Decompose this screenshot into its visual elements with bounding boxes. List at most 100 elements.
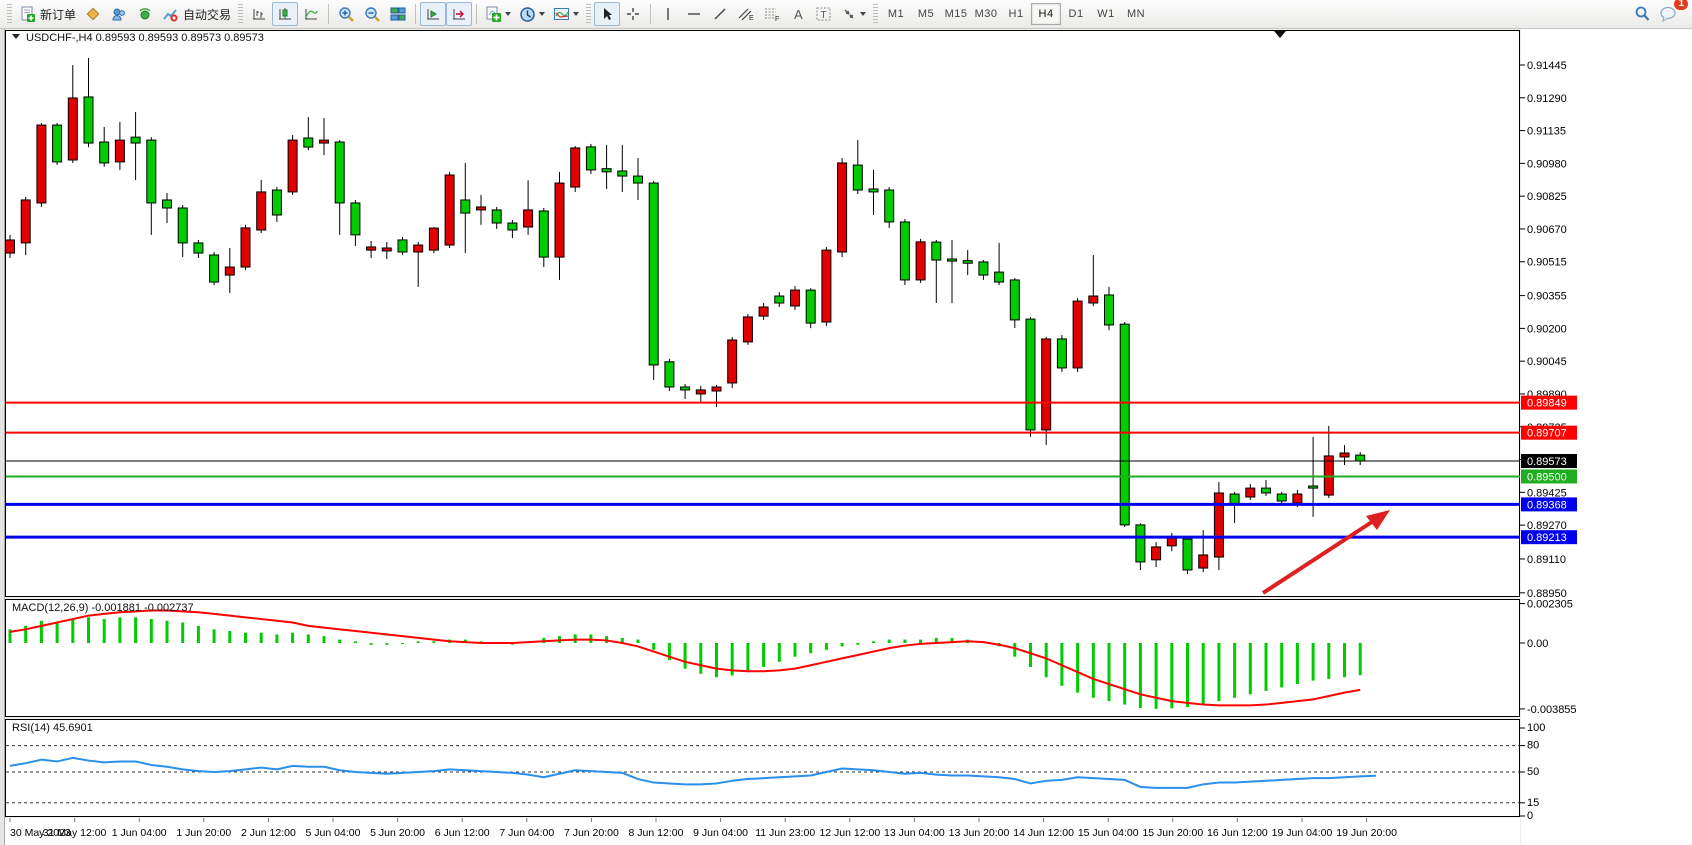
time-tick-label: 12 Jun 12:00 [819,827,880,839]
horizontal-line-button[interactable] [681,2,707,26]
macd-histogram-bar [887,639,891,643]
candlestick-chart-button[interactable] [272,2,299,26]
timeframe-H1[interactable]: H1 [1008,8,1024,20]
templates-button[interactable] [549,2,583,26]
macd-histogram-bar [1343,643,1346,678]
macd-histogram-bar [652,643,656,650]
new-order-button[interactable]: 新订单 [15,2,80,26]
data-window-button[interactable] [106,2,132,26]
trend-arrow-annotation[interactable] [1261,516,1380,595]
chart-title: USDCHF-,H4 0.89593 0.89593 0.89573 0.895… [26,32,264,44]
equidistant-channel-button[interactable]: E [733,2,759,26]
cursor-button[interactable] [594,2,621,26]
toolbar-grip[interactable] [7,4,12,24]
timeframe-M5[interactable]: M5 [917,8,935,20]
candle-down [1308,485,1319,489]
arrows-button[interactable] [837,2,870,26]
zoom-out-button[interactable] [359,2,385,26]
line-chart-button[interactable] [298,2,324,26]
timeframe-W1[interactable]: W1 [1097,8,1115,20]
navigator-icon [139,8,151,20]
text-label-button[interactable]: T [811,2,837,26]
equidistant-channel-icon: E [738,8,754,22]
candle-up [240,227,251,268]
rsi-tick-label: 0 [1527,810,1533,822]
vertical-line-button[interactable] [655,2,681,26]
arrows-icon [844,9,854,19]
candle-down [1182,538,1193,571]
price-chip [1521,530,1577,545]
candle-up [1041,338,1052,431]
candle-down [1261,487,1271,494]
candle-up [695,389,706,395]
toolbar-grip[interactable] [586,4,592,24]
candle-down [177,207,188,244]
text-button[interactable]: A [785,2,811,26]
macd-histogram-bar [1295,643,1299,685]
macd-histogram-bar [259,632,263,643]
rsi-tick-label: 50 [1527,766,1539,778]
candlestick-chart-icon [279,8,292,20]
autotrading-button[interactable]: 自动交易 [158,2,235,26]
zoom-in-icon [338,6,354,22]
toolbar-grip[interactable] [238,4,244,24]
market-watch-button[interactable] [80,2,106,26]
periods-button[interactable] [515,2,549,26]
timeframe-H4[interactable]: H4 [1031,3,1062,25]
macd-histogram-bar [856,643,860,645]
symbol-dropdown-icon[interactable] [12,34,20,39]
price-tick-label: 0.89425 [1527,487,1567,499]
time-tick-label: 1 Jun 20:00 [176,827,231,839]
macd-histogram-bar [228,631,232,643]
time-axis-area[interactable] [0,818,1520,845]
trend-arrow-head[interactable] [1366,510,1390,530]
chart-shift-marker[interactable] [1274,31,1286,38]
tile-windows-button[interactable] [385,2,411,26]
candle-down [491,209,502,224]
macd-histogram-bar [809,643,813,654]
timeframe-D1[interactable]: D1 [1068,8,1084,20]
time-tick-label: 15 Jun 20:00 [1142,827,1203,839]
candle-up [1166,537,1177,547]
macd-histogram-bar [385,643,389,645]
chart-shift-button[interactable] [446,2,473,26]
time-tick-label: 19 Jun 04:00 [1272,827,1333,839]
search-button[interactable] [1629,2,1655,26]
macd-histogram-bar [1217,643,1221,702]
time-tick-label: 2 Jun 12:00 [241,827,296,839]
time-tick-label: 1 Jun 04:00 [112,827,167,839]
candle-down [774,295,785,304]
timeframe-MN[interactable]: MN [1126,8,1146,20]
trendline-button[interactable] [707,2,733,26]
macd-histogram-bar [667,643,671,661]
candle-down [978,261,989,276]
macd-histogram-bar [1201,643,1205,705]
chat-button[interactable]: 1 [1655,0,1688,26]
macd-histogram-bar [903,639,907,643]
candle-down [1276,493,1287,502]
time-tick-label: 7 Jun 04:00 [499,827,554,839]
timeframe-M1[interactable]: M1 [887,8,905,20]
navigator-button[interactable] [132,2,158,26]
macd-histogram-bar [291,632,295,643]
timeframe-M15[interactable]: M15 [944,8,968,20]
bar-chart-button[interactable] [246,2,272,26]
timeframe-M30[interactable]: M30 [974,8,998,20]
bar-chart-icon [253,9,266,20]
price-chip [1521,425,1577,440]
crosshair-button[interactable] [620,2,646,26]
candle-up [287,139,298,193]
toolbar-grip[interactable] [873,4,879,24]
candle-down [303,137,314,148]
zoom-in-button[interactable] [333,2,359,26]
auto-scroll-button[interactable] [420,2,447,26]
candle-up [1245,487,1256,498]
candle-up [36,124,47,204]
macd-histogram-bar [824,643,828,650]
indicators-button[interactable] [481,2,515,26]
fibonacci-button[interactable]: F [759,2,785,26]
candle-up [256,191,267,231]
price-chip-label: 0.89573 [1527,456,1567,468]
price-tick-label: 0.88950 [1527,588,1567,600]
